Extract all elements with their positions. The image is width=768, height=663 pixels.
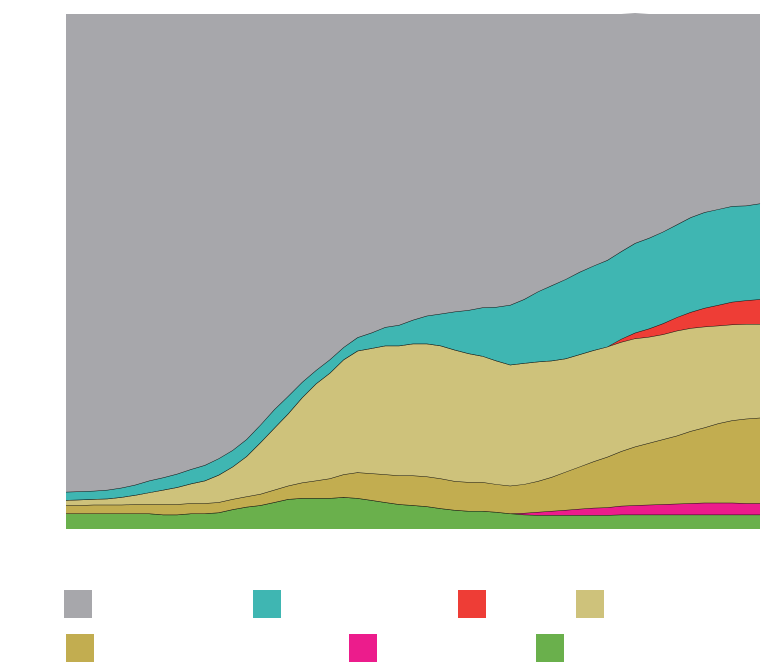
area-series-0 — [66, 497, 760, 529]
area-series-5 — [66, 203, 760, 501]
area-layer — [65, 12, 761, 529]
area-series-3 — [66, 324, 760, 506]
area-series-6 — [66, 12, 760, 492]
area-series-1 — [66, 497, 760, 516]
area-series-4 — [66, 299, 760, 501]
area-series-2 — [66, 417, 760, 515]
